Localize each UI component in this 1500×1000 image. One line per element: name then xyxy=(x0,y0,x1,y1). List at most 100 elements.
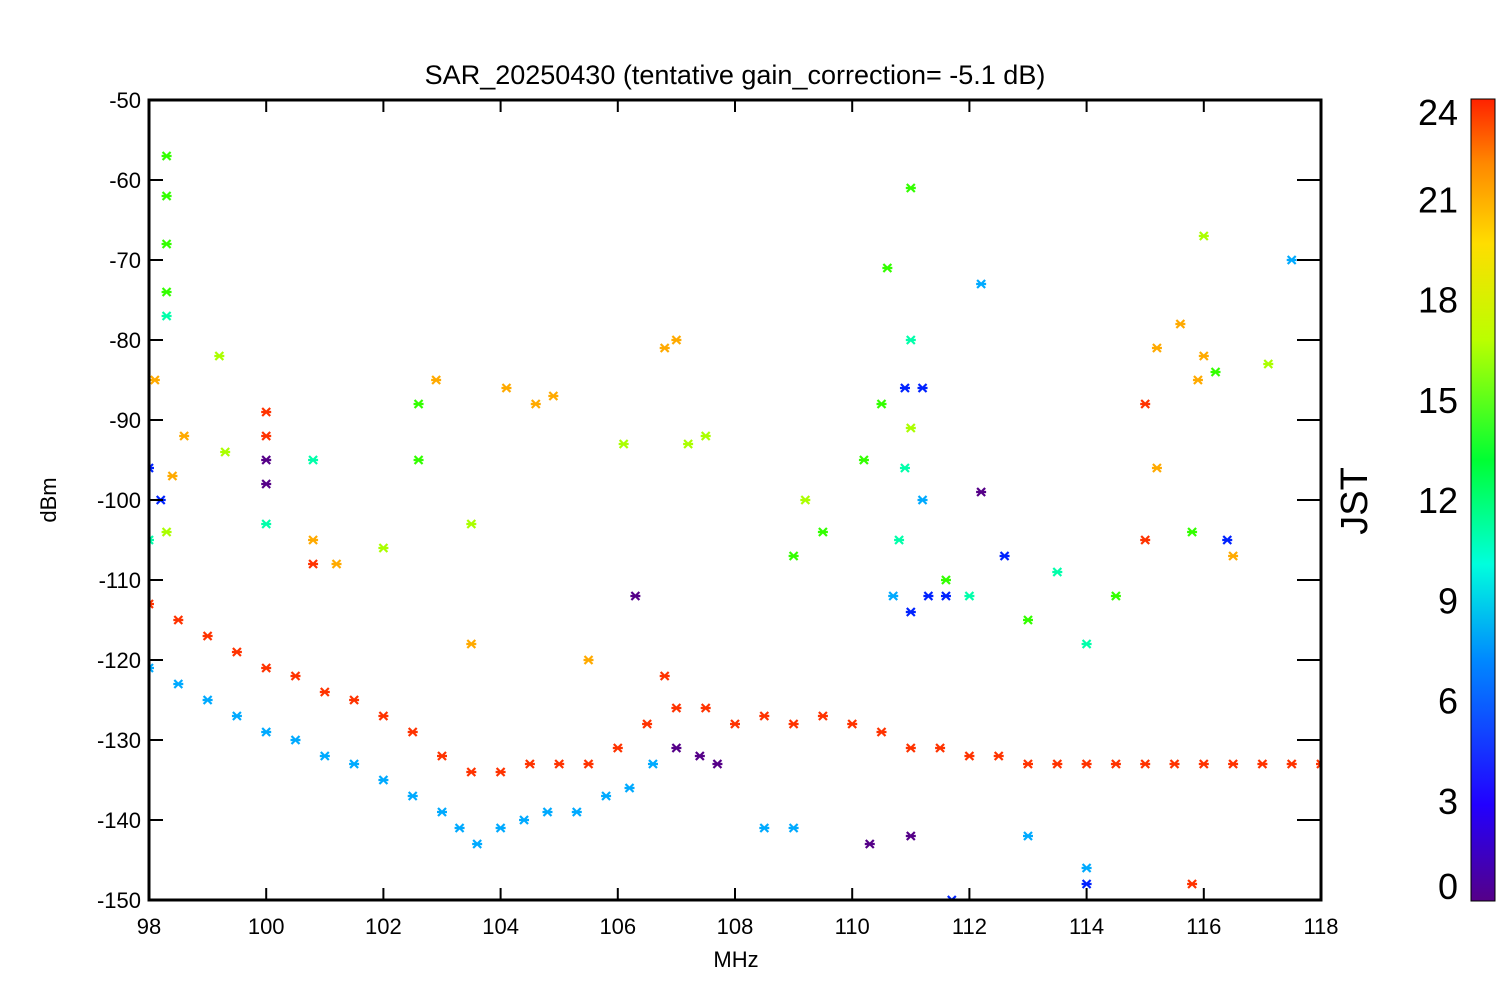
data-point xyxy=(161,191,172,201)
data-point xyxy=(642,719,653,729)
data-point xyxy=(349,759,360,769)
data-point xyxy=(548,391,559,401)
data-point xyxy=(1081,863,1092,873)
data-point xyxy=(1222,535,1233,545)
x-tick-label: 108 xyxy=(717,914,754,939)
data-point xyxy=(413,399,424,409)
data-point xyxy=(1140,535,1151,545)
data-point xyxy=(847,719,858,729)
x-axis: 98 100 102 104 106 108 110 112 114 116 118 xyxy=(137,100,1339,939)
y-tick-label: -100 xyxy=(97,488,141,513)
data-point xyxy=(1023,831,1033,841)
y-tick-label: -150 xyxy=(97,888,141,913)
data-point xyxy=(730,719,740,729)
data-point xyxy=(759,823,770,833)
data-point xyxy=(1187,879,1198,889)
data-point xyxy=(231,711,242,721)
data-point xyxy=(905,831,916,841)
data-point xyxy=(1140,399,1151,409)
data-point xyxy=(220,447,231,457)
series-jst-8 xyxy=(149,255,1297,873)
data-point xyxy=(1052,759,1063,769)
data-point xyxy=(1151,343,1162,353)
data-point xyxy=(378,711,389,721)
colorbar-ticks: 0 3 6 9 12 15 18 21 24 xyxy=(1418,92,1458,907)
chart-title: SAR_20250430 (tentative gain_correction=… xyxy=(425,60,1046,90)
data-point xyxy=(349,695,360,705)
x-tick-label: 110 xyxy=(835,914,870,939)
data-point xyxy=(1023,615,1033,625)
data-point xyxy=(466,767,477,777)
data-point xyxy=(149,535,154,545)
y-tick-label: -130 xyxy=(97,728,141,753)
data-point xyxy=(161,527,172,537)
x-tick-label: 116 xyxy=(1186,914,1221,939)
series-jst-20 xyxy=(149,319,1239,665)
x-tick-label: 104 xyxy=(482,914,519,939)
data-point xyxy=(501,383,512,393)
data-point xyxy=(905,335,916,345)
data-point xyxy=(624,783,635,793)
data-point xyxy=(167,471,178,481)
data-point xyxy=(1175,319,1186,329)
data-point xyxy=(1110,759,1121,769)
data-point xyxy=(788,719,799,729)
data-point xyxy=(261,727,272,737)
series-jst-17 xyxy=(161,231,1274,553)
colorbar-tick-label: 24 xyxy=(1418,92,1458,133)
y-tick-label: -120 xyxy=(97,648,141,673)
data-point xyxy=(1286,759,1297,769)
colorbar-tick-label: 0 xyxy=(1438,866,1458,907)
data-point xyxy=(993,751,1004,761)
data-point xyxy=(571,807,582,817)
data-point xyxy=(1023,759,1033,769)
y-tick-label: -110 xyxy=(99,568,141,593)
x-tick-label: 106 xyxy=(599,914,636,939)
data-point xyxy=(1081,759,1092,769)
data-point xyxy=(976,279,987,289)
data-point xyxy=(1198,231,1209,241)
data-point xyxy=(905,607,916,617)
data-point xyxy=(290,671,301,681)
data-point xyxy=(161,287,172,297)
y-tick-label: -70 xyxy=(109,248,141,273)
data-point xyxy=(858,455,869,465)
data-point xyxy=(261,479,272,489)
data-point xyxy=(173,679,184,689)
data-point xyxy=(671,703,682,713)
data-point xyxy=(964,591,975,601)
data-point xyxy=(261,663,272,673)
plot-frame xyxy=(147,98,1323,902)
data-point xyxy=(894,535,905,545)
data-point xyxy=(530,399,541,409)
data-point xyxy=(1081,879,1092,889)
data-point xyxy=(800,495,811,505)
plot-area xyxy=(149,151,1321,900)
data-point xyxy=(647,759,658,769)
data-point xyxy=(261,407,272,417)
data-point xyxy=(437,807,447,817)
series-jst-23 xyxy=(149,399,1321,889)
data-point xyxy=(905,743,916,753)
data-point xyxy=(214,351,225,361)
data-point xyxy=(659,671,670,681)
y-axis: -50 -60 -70 -80 -90 -100 -110 -120 -130 -140 -150 xyxy=(97,88,1321,913)
data-point xyxy=(554,759,565,769)
data-point xyxy=(161,151,172,161)
y-axis-label: dBm xyxy=(36,477,61,522)
data-point xyxy=(407,791,418,801)
data-point xyxy=(1210,367,1221,377)
data-point xyxy=(1192,375,1203,385)
data-point xyxy=(882,263,893,273)
data-point xyxy=(319,687,330,697)
data-point xyxy=(1257,759,1268,769)
data-point xyxy=(1151,463,1162,473)
series-jst-11 xyxy=(149,311,1092,649)
data-point xyxy=(472,839,483,849)
colorbar xyxy=(1470,98,1496,902)
data-point xyxy=(999,551,1010,561)
data-point xyxy=(1198,759,1209,769)
data-point xyxy=(454,823,465,833)
data-point xyxy=(876,399,887,409)
